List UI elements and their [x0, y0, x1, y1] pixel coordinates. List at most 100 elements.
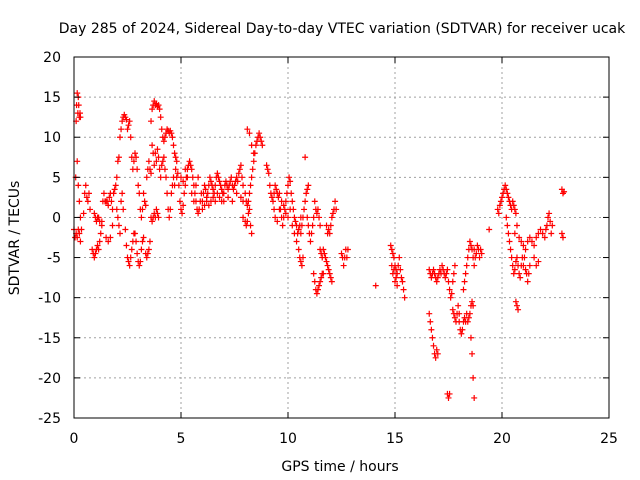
data-point [238, 174, 245, 181]
data-point [509, 198, 516, 205]
data-point [464, 254, 471, 261]
data-point [531, 254, 538, 261]
data-point [291, 230, 298, 237]
data-point [390, 266, 397, 273]
data-point [173, 158, 180, 165]
data-point [146, 166, 153, 173]
data-point [218, 186, 225, 193]
data-point [161, 134, 168, 141]
data-point [87, 206, 94, 213]
data-point [275, 194, 282, 201]
data-point [84, 198, 91, 205]
data-point [182, 166, 189, 173]
data-point [332, 198, 339, 205]
data-point [80, 210, 87, 217]
data-point [388, 262, 395, 269]
data-point [95, 214, 102, 221]
data-point [533, 262, 540, 269]
x-axis-label: GPS time / hours [281, 459, 398, 475]
x-tick-label: 0 [70, 431, 79, 447]
data-point [446, 390, 453, 397]
data-point [123, 242, 130, 249]
data-point [125, 122, 132, 129]
data-point [276, 190, 283, 197]
data-point [75, 102, 82, 109]
data-point [327, 274, 334, 281]
data-point [448, 290, 455, 297]
x-tick-label: 25 [600, 431, 618, 447]
data-point [316, 282, 323, 289]
data-point [110, 190, 117, 197]
data-point [467, 242, 474, 249]
data-point [122, 226, 129, 233]
data-point [157, 174, 164, 181]
data-point [95, 246, 102, 253]
data-point [449, 306, 456, 313]
data-point [149, 142, 156, 149]
data-point [329, 210, 336, 217]
data-point [230, 186, 237, 193]
data-point [155, 102, 162, 109]
y-tick-label: -10 [38, 291, 61, 307]
data-point [76, 230, 83, 237]
data-point [210, 186, 217, 193]
data-point [115, 154, 122, 161]
data-point [231, 182, 238, 189]
data-point [486, 226, 493, 233]
data-point [495, 210, 502, 217]
data-point [214, 170, 221, 177]
data-point [140, 190, 147, 197]
data-point [445, 394, 452, 401]
data-point [520, 262, 527, 269]
data-point [176, 198, 183, 205]
data-point [233, 190, 240, 197]
data-point [539, 230, 546, 237]
data-point [168, 130, 175, 137]
data-point [466, 310, 473, 317]
data-point [188, 190, 195, 197]
data-point [517, 274, 524, 281]
data-point [75, 182, 82, 189]
data-point [311, 278, 318, 285]
data-point [74, 158, 81, 165]
data-point [151, 162, 158, 169]
data-point [100, 190, 107, 197]
data-point [304, 214, 311, 221]
data-point [131, 150, 138, 157]
data-point [248, 142, 255, 149]
data-point [434, 274, 441, 281]
data-point [212, 182, 219, 189]
data-point [298, 262, 305, 269]
data-point [158, 126, 165, 133]
data-point [125, 258, 132, 265]
data-point [308, 230, 315, 237]
data-point [398, 274, 405, 281]
data-points [71, 90, 568, 401]
data-point [273, 186, 280, 193]
data-point [478, 250, 485, 257]
data-point [470, 374, 477, 381]
data-point [202, 186, 209, 193]
data-point [77, 114, 84, 121]
data-point [266, 182, 273, 189]
data-point [244, 202, 251, 209]
data-point [214, 190, 221, 197]
data-point [525, 270, 532, 277]
data-point [463, 262, 470, 269]
data-point [397, 266, 404, 273]
data-point [133, 154, 140, 161]
data-point [504, 190, 511, 197]
data-point [268, 194, 275, 201]
data-point [236, 166, 243, 173]
data-point [250, 150, 257, 157]
data-point [167, 206, 174, 213]
data-point [180, 178, 187, 185]
data-point [389, 270, 396, 277]
data-point [328, 278, 335, 285]
data-point [474, 242, 481, 249]
data-point [143, 254, 150, 261]
data-point [240, 214, 247, 221]
data-point [249, 166, 256, 173]
data-point [144, 250, 151, 257]
data-point [123, 116, 130, 123]
